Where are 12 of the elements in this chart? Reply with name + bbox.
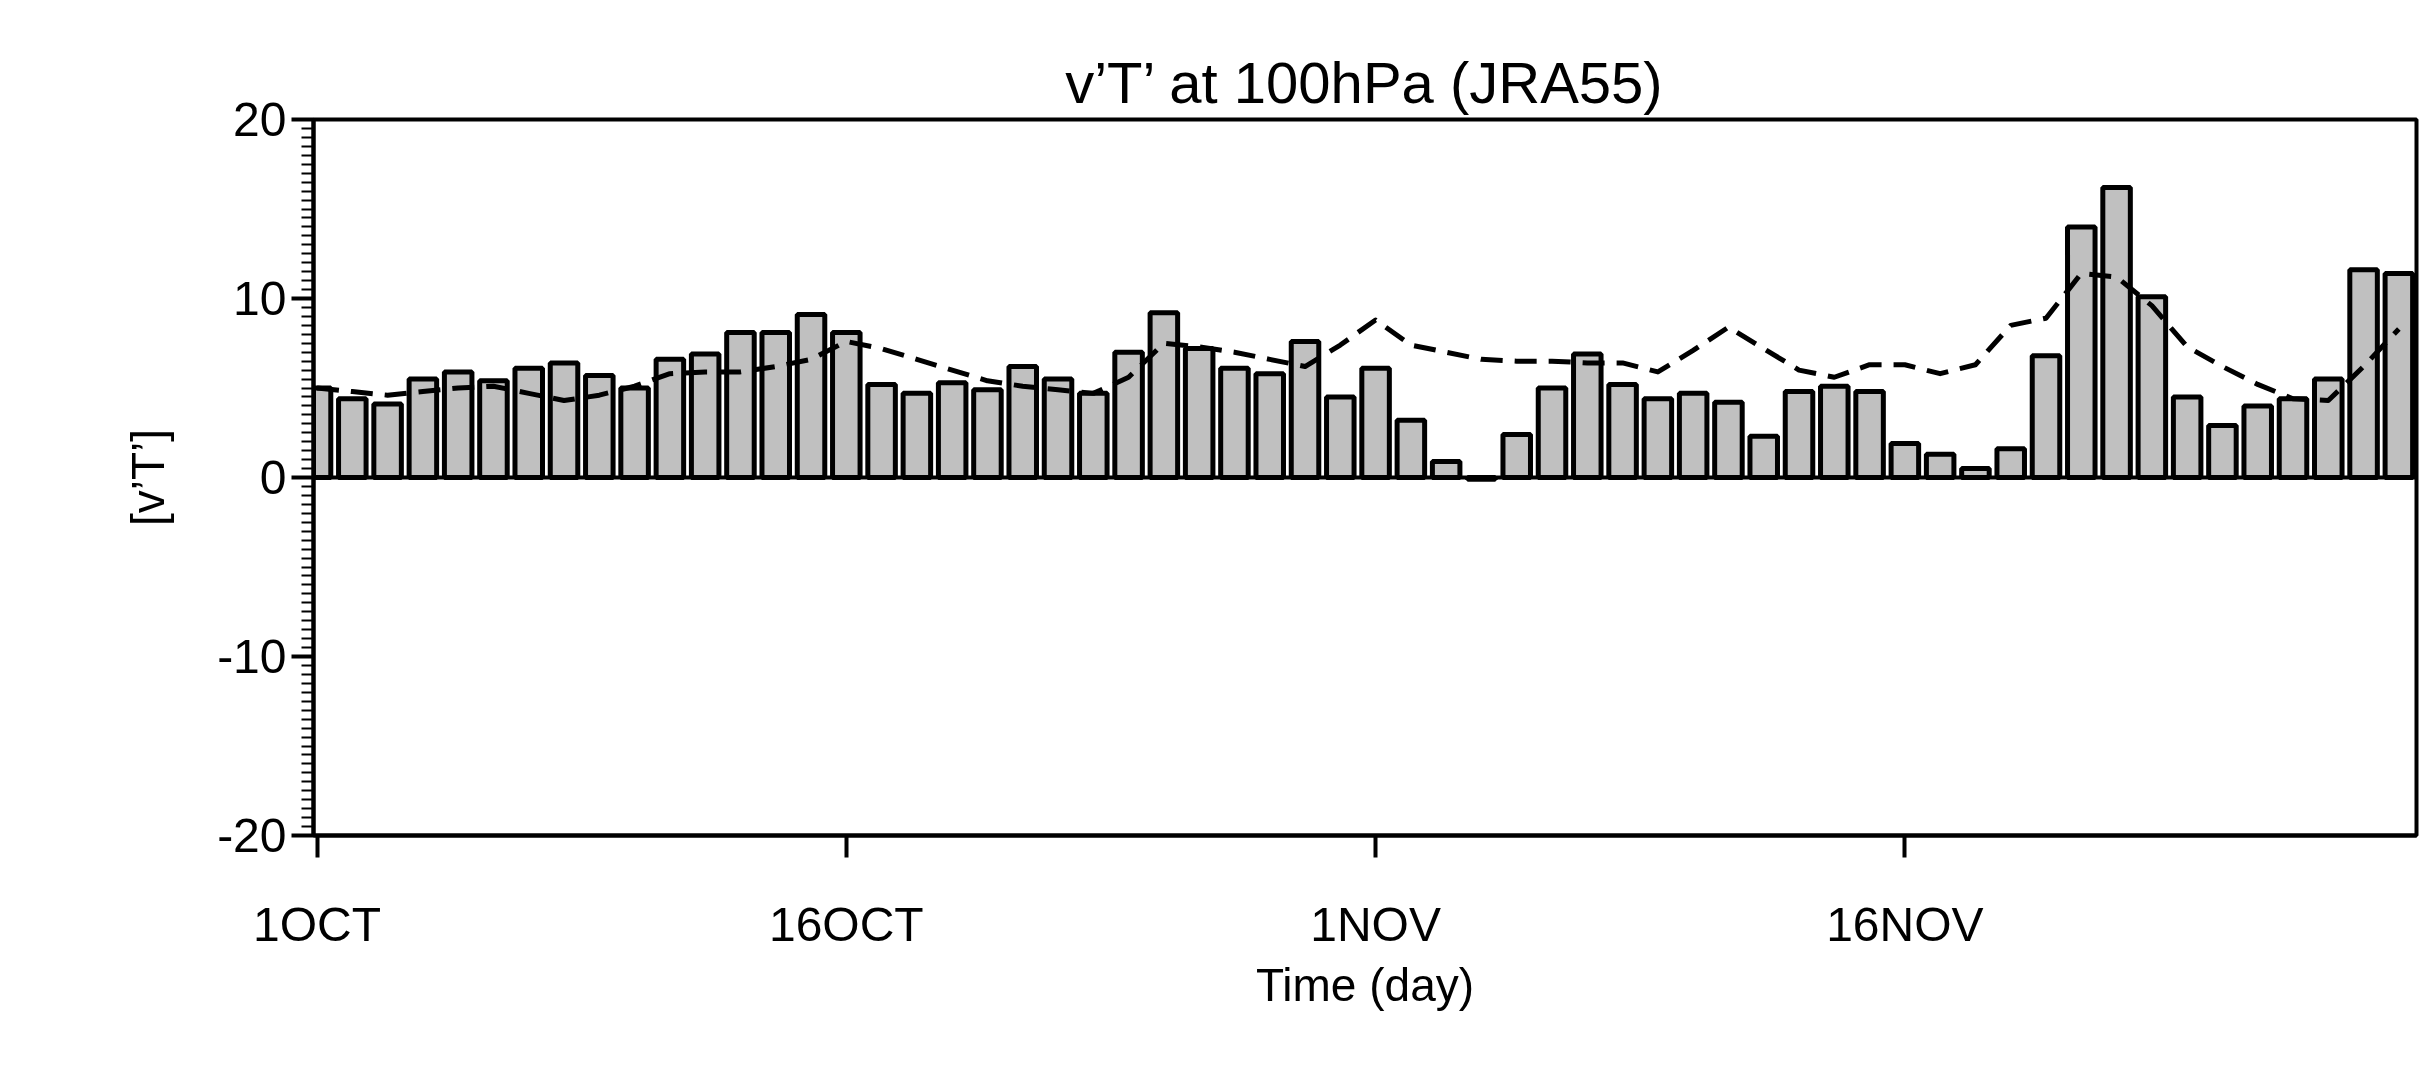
y-tick-label: 20 — [233, 93, 287, 146]
y-tick-label: 0 — [259, 451, 287, 504]
y-tick-label: -10 — [217, 630, 287, 683]
x-tick-label: 1NOV — [1310, 897, 1441, 951]
chart-title: v’T’ at 100hPa (JRA55) — [1065, 49, 1663, 115]
y-tick-label: 10 — [233, 272, 287, 325]
y-axis-title: [v’T’] — [122, 428, 175, 527]
x-axis-title: Time (day) — [1255, 958, 1475, 1011]
x-tick-label: 16OCT — [768, 897, 924, 951]
x-tick-label: 1OCT — [253, 897, 382, 951]
y-tick-label: -20 — [217, 809, 287, 862]
x-tick-label: 16NOV — [1826, 897, 1984, 951]
